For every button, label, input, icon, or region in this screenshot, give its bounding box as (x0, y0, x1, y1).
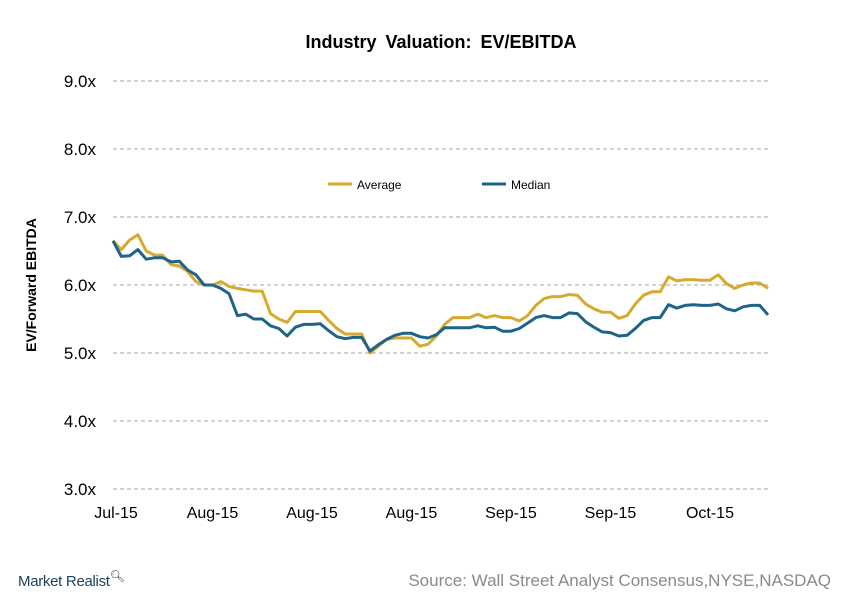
y-tick-label: 9.0x (64, 72, 97, 91)
x-tick-label: Aug-15 (286, 505, 338, 522)
y-tick-label: 3.0x (64, 480, 97, 499)
x-tick-label: Jul-15 (94, 505, 138, 522)
legend-label-average: Average (357, 178, 402, 192)
x-tick-label: Aug-15 (187, 505, 239, 522)
market-realist-logo: Market Realist🔍︎ (18, 569, 125, 590)
y-tick-label: 5.0x (64, 344, 97, 363)
logo-text: Market Realist (18, 573, 110, 590)
x-tick-label: Aug-15 (386, 505, 438, 522)
y-tick-label: 7.0x (64, 208, 97, 227)
source-note: Source: Wall Street Analyst Consensus,NY… (408, 571, 831, 590)
x-tick-label: Oct-15 (686, 505, 734, 522)
series-line-average (111, 233, 769, 355)
magnifier-icon: 🔍︎ (109, 569, 125, 583)
y-tick-label: 8.0x (64, 140, 97, 159)
legend-label-median: Median (511, 178, 550, 192)
chart-title: Industry Valuation: EV/EBITDA (305, 32, 577, 52)
series-line-median (111, 240, 770, 353)
y-tick-label: 6.0x (64, 276, 97, 295)
x-tick-label: Sep-15 (485, 505, 537, 522)
y-tick-label: 4.0x (64, 412, 97, 431)
x-tick-label: Sep-15 (585, 505, 637, 522)
